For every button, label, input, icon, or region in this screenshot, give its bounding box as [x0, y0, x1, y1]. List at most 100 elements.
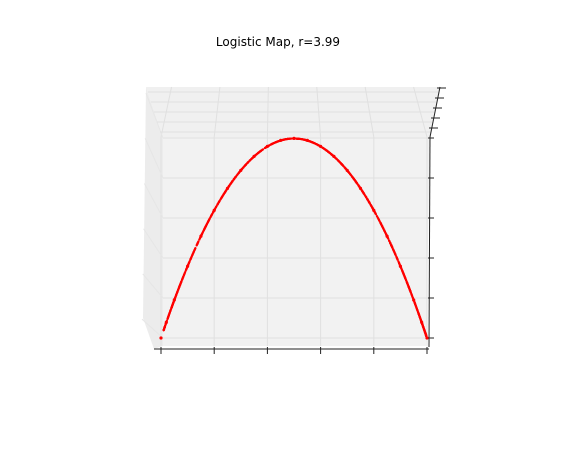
- orbit-point: [418, 313, 421, 317]
- axis-ticks: [160, 87, 446, 354]
- orbit-point: [163, 327, 166, 330]
- orbit-point: [220, 196, 223, 199]
- orbit-point: [176, 291, 179, 294]
- orbit-point: [341, 163, 344, 167]
- orbit-point: [320, 145, 323, 148]
- grid-line-side-5: [145, 92, 164, 139]
- orbit-point: [403, 274, 406, 278]
- orbit-point: [381, 225, 384, 228]
- orbit-point: [189, 257, 193, 260]
- orbit-point: [201, 232, 204, 235]
- orbit-point: [202, 229, 205, 233]
- orbit-point: [386, 237, 390, 240]
- orbit-point: [180, 280, 183, 283]
- orbit-point: [401, 271, 405, 274]
- orbit-point: [392, 248, 395, 251]
- orbit-point: [292, 137, 295, 140]
- orbit-point: [393, 251, 396, 254]
- orbit-point: [248, 159, 251, 162]
- orbit-point: [165, 319, 169, 322]
- orbit-point: [195, 243, 199, 246]
- orbit-point: [395, 256, 398, 259]
- grid-lines: [141, 86, 438, 346]
- orbit-point: [289, 137, 292, 140]
- orbit-point: [217, 200, 221, 204]
- orbit-point: [407, 285, 410, 288]
- orbit-point: [347, 171, 350, 174]
- orbit-point: [379, 222, 382, 225]
- orbit-point: [399, 266, 402, 269]
- orbit-point: [171, 304, 174, 307]
- orbit-point: [169, 309, 172, 313]
- orbit-point: [423, 331, 427, 334]
- z-axis-line: [428, 136, 431, 348]
- orbit-point: [246, 161, 250, 164]
- orbit-point: [258, 150, 261, 153]
- chart-title: Logistic Map, r=3.99: [216, 35, 340, 49]
- orbit-point: [366, 198, 369, 201]
- orbit-point: [228, 184, 231, 187]
- orbit-point: [222, 193, 225, 196]
- orbit-point: [372, 208, 375, 211]
- orbit-point: [187, 263, 190, 266]
- orbit-point: [213, 209, 216, 212]
- orbit-point: [211, 211, 215, 214]
- orbit-point: [194, 247, 197, 250]
- orbit-point: [224, 190, 227, 194]
- orbit-point: [186, 266, 189, 269]
- orbit-point: [425, 334, 428, 337]
- orbit-point: [234, 175, 237, 178]
- orbit-point: [164, 322, 168, 325]
- orbit-point: [358, 186, 361, 189]
- orbit-point: [421, 324, 424, 327]
- orbit-point: [377, 218, 380, 221]
- orbit-point: [373, 211, 376, 214]
- orbit-point: [269, 143, 273, 146]
- orbit-point: [367, 200, 370, 203]
- orbit-point: [404, 278, 407, 281]
- orbit-point: [397, 260, 400, 263]
- orbit-point: [177, 288, 180, 291]
- orbit-point: [273, 141, 276, 144]
- orbit-point: [385, 233, 388, 237]
- orbit-point: [242, 166, 245, 169]
- orbit-point: [299, 137, 302, 141]
- orbit-point: [370, 205, 373, 208]
- orbit-point: [174, 294, 178, 297]
- orbit-point: [204, 225, 207, 228]
- orbit-point: [419, 318, 422, 321]
- orbit-point: [237, 171, 241, 174]
- orbit-point: [167, 314, 170, 317]
- grid-line-side-1: [142, 273, 164, 299]
- data-point-0-22: [425, 336, 429, 340]
- data-point-0-0: [159, 336, 163, 340]
- orbit-point: [302, 138, 305, 141]
- orbit-point: [344, 167, 347, 170]
- orbit-point: [415, 305, 418, 309]
- orbit-point: [388, 239, 391, 242]
- orbit-point: [198, 237, 201, 240]
- orbit-point: [203, 228, 206, 231]
- grid-line-side-0: [141, 318, 164, 339]
- orbit-point: [409, 291, 413, 294]
- orbit-point: [361, 189, 364, 192]
- orbit-point: [410, 293, 413, 296]
- orbit-point: [260, 148, 264, 152]
- orbit-point: [312, 141, 315, 144]
- orbit-point: [376, 216, 379, 219]
- orbit-point: [185, 267, 188, 270]
- orbit-point: [254, 154, 257, 157]
- orbit-point: [412, 298, 415, 302]
- left-pane: [143, 87, 163, 349]
- orbit-point: [422, 326, 425, 329]
- orbit-point: [168, 312, 171, 315]
- orbit-point: [172, 301, 175, 304]
- orbit-point: [389, 241, 392, 245]
- orbit-point: [308, 139, 311, 143]
- orbit-point: [355, 181, 358, 184]
- orbit-point: [184, 270, 187, 273]
- orbit-point: [266, 145, 270, 148]
- orbit-point: [251, 156, 255, 159]
- orbit-point: [170, 306, 173, 309]
